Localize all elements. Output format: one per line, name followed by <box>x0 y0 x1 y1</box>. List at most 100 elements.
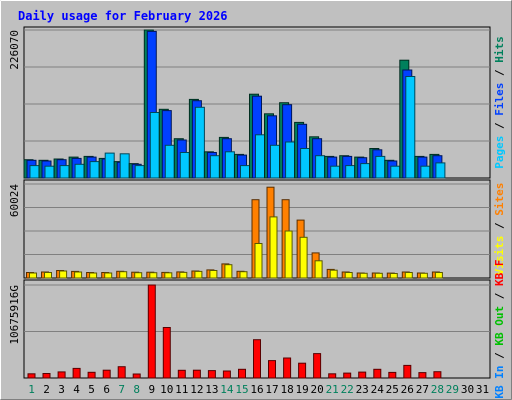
x-tick-label-day-24: 24 <box>371 383 385 396</box>
legend-separator: / <box>493 116 506 136</box>
bar-kbytes-kb-f-day-1 <box>27 373 36 379</box>
bar-visits-visits-day-10 <box>164 272 173 279</box>
bar-kbytes-kb-f-day-27 <box>418 372 427 379</box>
legend-separator: / <box>493 346 506 366</box>
bar-kbytes-kb-f-day-13 <box>207 370 216 379</box>
bar-hits-pages-day-28 <box>435 162 446 179</box>
y-max-label-visits: 60024 <box>8 184 21 217</box>
x-tick-label-day-17: 17 <box>265 383 278 396</box>
x-tick-label-day-21: 21 <box>326 383 339 396</box>
bar-visits-visits-day-22 <box>344 272 353 279</box>
bar-visits-visits-day-9 <box>149 272 158 279</box>
x-tick-label-day-1: 1 <box>28 383 35 396</box>
legend-entry: Visits <box>493 236 506 276</box>
x-tick-label-day-26: 26 <box>401 383 414 396</box>
bar-hits-pages-day-10 <box>164 144 175 179</box>
bar-kbytes-kb-f-day-5 <box>87 371 96 379</box>
bar-hits-pages-day-7 <box>119 153 130 179</box>
x-tick-label-day-27: 27 <box>416 383 429 396</box>
bar-hits-pages-day-16 <box>255 134 265 179</box>
panel-hits: 226070 Pages / Files / Hits <box>8 26 506 179</box>
bar-hits-pages-day-14 <box>224 151 235 179</box>
x-tick-label-day-8: 8 <box>133 383 140 396</box>
bar-kbytes-kb-f-day-26 <box>403 364 412 379</box>
x-tick-label-day-16: 16 <box>250 383 263 396</box>
bar-kbytes-kb-f-day-4 <box>72 367 81 379</box>
legend-entry: Files <box>493 83 506 116</box>
legend-hits: Pages / Files / Hits <box>493 36 506 169</box>
x-tick-label-day-12: 12 <box>190 383 203 396</box>
x-tick-label-day-11: 11 <box>175 383 188 396</box>
x-tick-label-day-3: 3 <box>58 383 65 396</box>
bar-kbytes-kb-f-day-14 <box>222 370 231 379</box>
x-tick-label-day-10: 10 <box>160 383 173 396</box>
x-tick-label-day-23: 23 <box>356 383 369 396</box>
bar-visits-visits-day-27 <box>419 272 428 279</box>
bar-kbytes-kb-f-day-9 <box>147 284 156 379</box>
bar-kbytes-kb-f-day-7 <box>117 366 126 379</box>
legend-visits: Visits / Sites <box>493 183 506 276</box>
bar-hits-pages-day-1 <box>29 165 40 179</box>
bar-visits-visits-day-8 <box>134 272 143 279</box>
x-tick-label-day-13: 13 <box>205 383 218 396</box>
x-tick-label-day-22: 22 <box>341 383 354 396</box>
bar-hits-pages-day-4 <box>74 163 85 179</box>
bar-hits-pages-day-22 <box>345 165 356 179</box>
bar-kbytes-kb-f-day-25 <box>388 371 397 379</box>
legend-separator: / <box>493 286 506 306</box>
legend-kbytes: KB In / KB Out / KB F <box>493 259 506 398</box>
x-axis-day-labels: 1 2 3 4 5 6 7 8 9 10 11 12 13 14 15 16 17 18 19 20 21 22 23 24 2… <box>28 383 489 396</box>
bar-hits-pages-day-27 <box>420 165 431 179</box>
bar-visits-visits-day-16 <box>254 243 263 279</box>
x-tick-label-day-7: 7 <box>118 383 125 396</box>
bar-hits-pages-day-19 <box>300 148 311 179</box>
bar-kbytes-kb-f-day-19 <box>298 362 307 379</box>
bar-kbytes-kb-f-day-28 <box>433 371 442 379</box>
bar-visits-visits-day-6 <box>104 272 113 279</box>
x-tick-label-day-6: 6 <box>103 383 110 396</box>
bar-hits-pages-day-12 <box>194 106 205 179</box>
bar-hits-pages-day-2 <box>44 165 55 179</box>
bar-hits-pages-day-24 <box>375 155 386 179</box>
legend-entry: KB Out <box>493 306 506 346</box>
panel-kbytes: 10675916G KB In / KB Out / KB F <box>8 259 506 398</box>
bar-visits-visits-day-17 <box>269 216 278 279</box>
bar-hits-pages-day-18 <box>285 141 296 179</box>
x-tick-label-day-31: 31 <box>476 383 489 396</box>
bar-visits-visits-day-7 <box>119 271 128 279</box>
bar-visits-visits-day-14 <box>224 264 233 279</box>
bar-hits-pages-day-15 <box>240 165 250 179</box>
bar-kbytes-kb-f-day-3 <box>57 371 66 379</box>
bar-visits-visits-day-19 <box>299 236 308 279</box>
x-tick-label-day-15: 15 <box>235 383 248 396</box>
bar-visits-visits-day-15 <box>239 271 248 279</box>
bar-visits-visits-day-21 <box>329 269 338 279</box>
bar-hits-pages-day-21 <box>330 165 341 179</box>
bar-kbytes-kb-f-day-23 <box>358 371 367 379</box>
bar-kbytes-kb-f-day-17 <box>268 360 276 379</box>
legend-separator: / <box>493 216 506 236</box>
bar-visits-visits-day-4 <box>74 271 83 279</box>
x-tick-label-day-2: 2 <box>43 383 50 396</box>
x-tick-label-day-4: 4 <box>73 383 80 396</box>
x-tick-label-day-20: 20 <box>310 383 323 396</box>
bar-visits-visits-day-28 <box>434 272 443 279</box>
bar-kbytes-kb-f-day-18 <box>283 357 292 379</box>
bar-hits-pages-day-5 <box>89 161 100 179</box>
bar-hits-pages-day-17 <box>270 144 280 179</box>
bar-hits-pages-day-23 <box>360 163 371 179</box>
x-tick-label-day-18: 18 <box>280 383 293 396</box>
bar-hits-pages-day-13 <box>209 155 220 179</box>
bar-visits-visits-day-24 <box>374 272 383 279</box>
bar-visits-visits-day-2 <box>44 272 52 279</box>
bar-visits-visits-day-20 <box>314 260 323 279</box>
legend-entry: Pages <box>493 136 506 169</box>
x-tick-label-day-9: 9 <box>148 383 155 396</box>
bar-visits-visits-day-23 <box>359 272 368 279</box>
legend-entry: KB In <box>493 365 506 398</box>
bar-kbytes-kb-f-day-15 <box>238 368 246 379</box>
legend-entry: Hits <box>493 36 506 63</box>
bar-hits-pages-day-3 <box>59 165 70 179</box>
x-tick-label-day-29: 29 <box>446 383 459 396</box>
